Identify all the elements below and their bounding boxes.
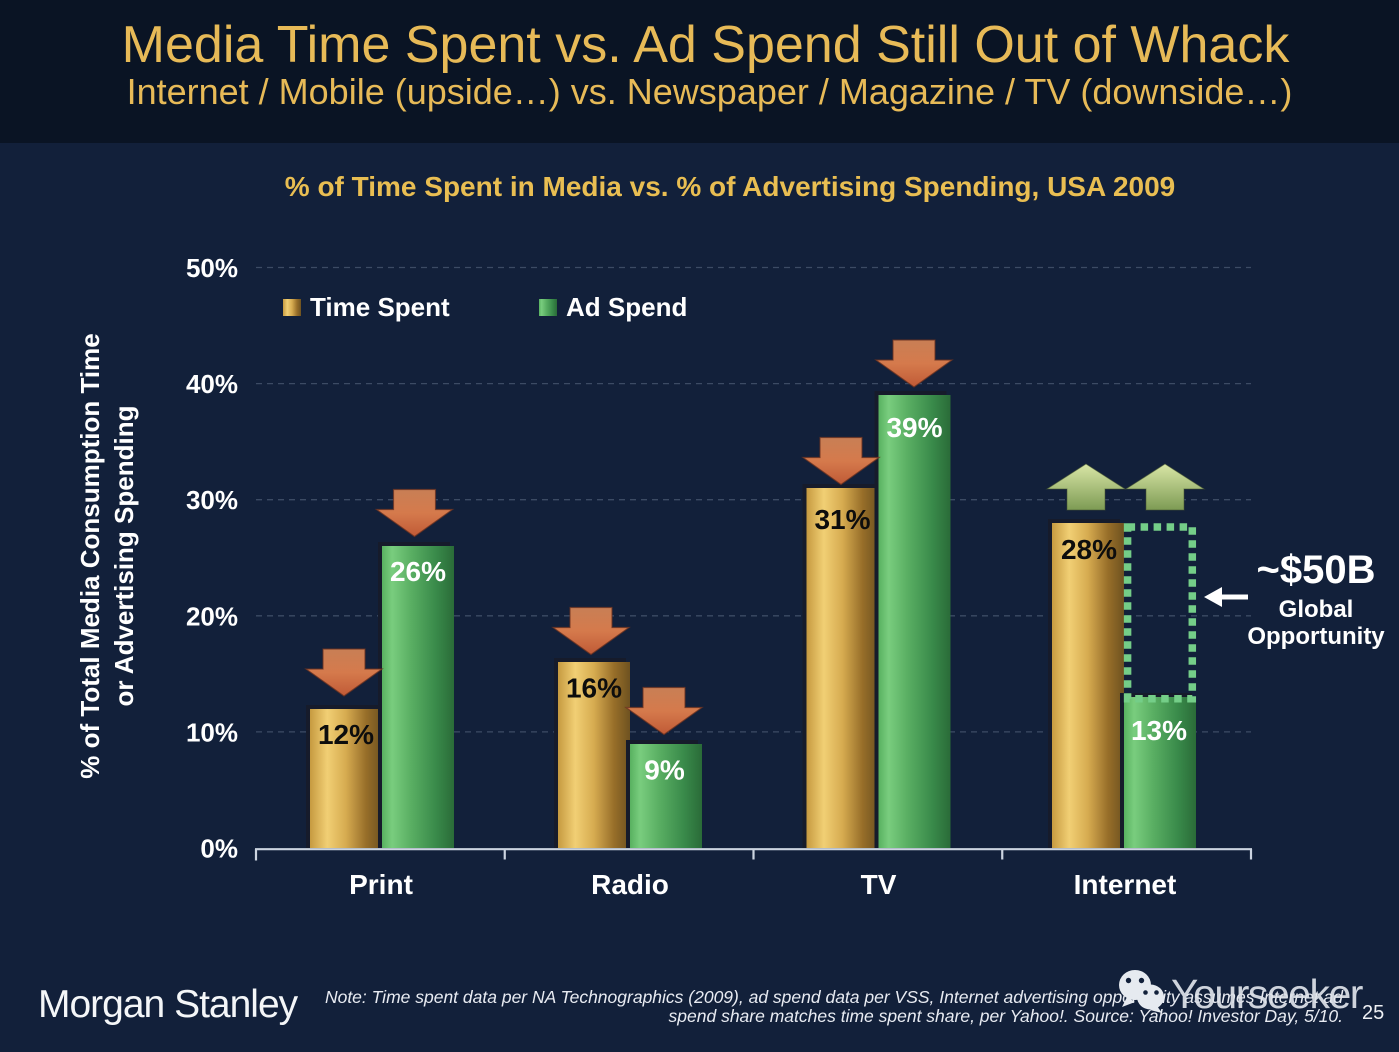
svg-text:16%: 16% xyxy=(566,673,622,704)
svg-text:% of Time Spent in Media vs. %: % of Time Spent in Media vs. % of Advert… xyxy=(285,171,1175,202)
svg-text:30%: 30% xyxy=(186,485,238,515)
svg-text:Time Spent: Time Spent xyxy=(310,292,450,322)
svg-text:31%: 31% xyxy=(814,504,870,535)
svg-text:13%: 13% xyxy=(1131,715,1187,746)
svg-text:or Advertising Spending: or Advertising Spending xyxy=(109,406,139,707)
svg-text:% of Total Media Consumption T: % of Total Media Consumption Time xyxy=(75,333,105,778)
svg-text:Radio: Radio xyxy=(591,869,669,900)
svg-text:10%: 10% xyxy=(186,717,238,747)
svg-text:0%: 0% xyxy=(200,834,238,864)
svg-text:Ad Spend: Ad Spend xyxy=(566,292,687,322)
svg-text:12%: 12% xyxy=(318,719,374,750)
svg-text:TV: TV xyxy=(861,869,897,900)
svg-text:Print: Print xyxy=(349,869,413,900)
svg-text:9%: 9% xyxy=(644,755,685,786)
svg-text:Internet: Internet xyxy=(1074,869,1177,900)
svg-text:26%: 26% xyxy=(390,556,446,587)
svg-text:Global: Global xyxy=(1279,596,1354,623)
svg-text:50%: 50% xyxy=(186,253,238,283)
svg-text:Opportunity: Opportunity xyxy=(1247,623,1385,650)
svg-text:39%: 39% xyxy=(886,412,942,443)
svg-text:~$50B: ~$50B xyxy=(1257,548,1376,592)
svg-text:28%: 28% xyxy=(1061,534,1117,565)
svg-text:20%: 20% xyxy=(186,601,238,631)
svg-text:40%: 40% xyxy=(186,369,238,399)
